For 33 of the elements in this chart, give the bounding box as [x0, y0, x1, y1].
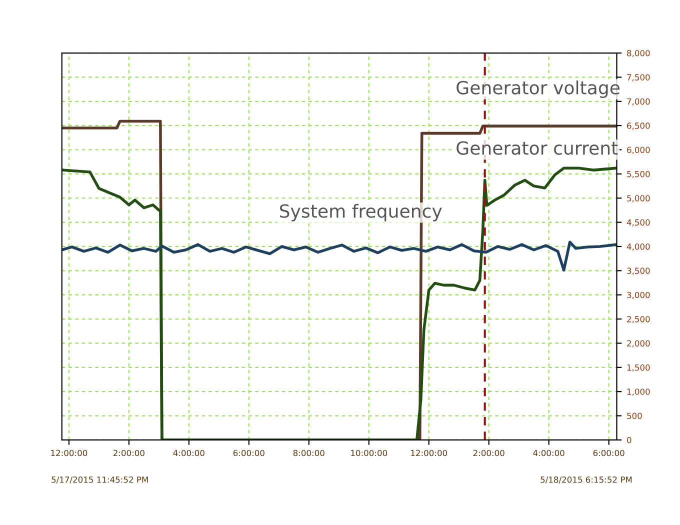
x-tick-label: 10:00:00 [351, 450, 388, 456]
y-tick-label: 500 [627, 412, 642, 420]
y-tick-label: 5,500 [627, 170, 650, 178]
x-tick-label: 12:00:00 [51, 450, 88, 456]
text: 5/17/2015 11:45:52 PM [52, 476, 148, 484]
y-tick-label: 1,500 [627, 364, 650, 372]
y-tick-label: 6,500 [627, 122, 650, 130]
x-tick-label: 6:00:00 [233, 450, 264, 456]
annotation: System frequency [280, 204, 442, 222]
annotation: Generator voltage [456, 80, 620, 98]
x-tick-label: 4:00:00 [533, 450, 564, 456]
y-tick-label: 6,000 [627, 146, 650, 154]
y-tick-label: 7,000 [627, 98, 650, 106]
y-tick-label: 7,500 [627, 74, 650, 82]
x-tick-label: 6:00:00 [593, 450, 624, 456]
y-tick-label: 1,000 [627, 388, 650, 396]
y-tick-label: 4,000 [626, 243, 650, 251]
annotation: Generator current [456, 141, 618, 155]
y-tick-label: 8,000 [627, 50, 650, 58]
y-tick-label: 2,500 [627, 316, 650, 324]
x-tick-label: 2:00:00 [473, 450, 504, 456]
y-tick-label: 4,500 [626, 219, 650, 226]
text: 5/18/2015 6:15:52 PM [540, 476, 632, 484]
y-tick-label: 3,000 [627, 292, 650, 299]
x-tick-label: 2:00:00 [113, 450, 144, 456]
x-tick-label: 12:00:00 [411, 450, 448, 456]
x-tick-label: 8:00:00 [293, 450, 324, 456]
x-tick-label: 4:00:00 [173, 450, 204, 456]
y-tick-label: 5,000 [627, 195, 650, 202]
line-series [62, 240, 617, 272]
y-tick-label: 3,500 [627, 268, 650, 275]
y-tick-label: 0 [627, 436, 632, 444]
y-tick-label: 2,000 [627, 340, 650, 348]
